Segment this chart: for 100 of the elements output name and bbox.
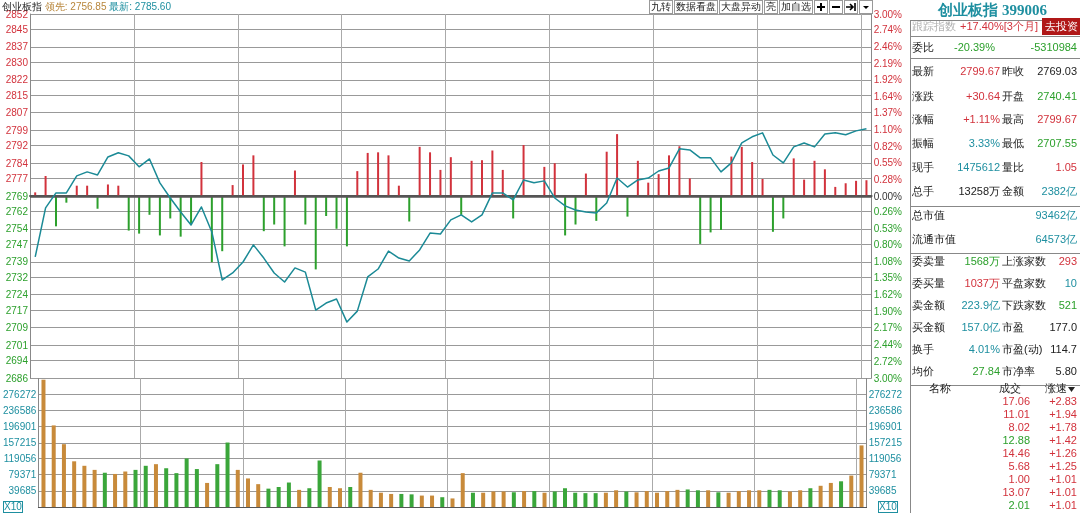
y2-tick-label: 0.80% (873, 239, 903, 251)
bar (164, 468, 169, 507)
line-series (34, 127, 868, 323)
bar (655, 492, 660, 507)
y2-tick-label: 0.53% (873, 222, 903, 234)
text: 创业板指 399006 (937, 2, 1048, 19)
bar (685, 489, 690, 507)
text: 3.33% (968, 137, 1000, 150)
text: 跟踪指数 (912, 20, 956, 33)
bar (245, 478, 250, 507)
text: 5.80 (1055, 365, 1077, 378)
text: 金额 (1002, 185, 1024, 198)
bar (297, 489, 302, 507)
bar (736, 491, 741, 507)
bar (242, 164, 245, 196)
text: 14.46 (1002, 447, 1030, 460)
bar (184, 458, 189, 507)
y2-tick-label: 1.08% (873, 256, 903, 268)
text: 委卖量 (912, 255, 945, 268)
text: 2799.67 (1037, 113, 1077, 126)
text: 2769.03 (1037, 65, 1077, 78)
bar (730, 156, 733, 196)
bar (859, 445, 864, 507)
text: 13.07 (1002, 486, 1030, 499)
text: 1.00 (1008, 473, 1030, 486)
bar (719, 196, 722, 230)
bar (678, 146, 681, 196)
y2-tick-label: 3.00% (873, 8, 903, 20)
text: 最新 (912, 65, 934, 78)
bar (266, 488, 271, 507)
bar (668, 155, 671, 196)
bar (706, 490, 711, 507)
text: +1.25 (1049, 460, 1077, 473)
text: 换手 (912, 343, 934, 356)
y-tick-label: 2701 (5, 339, 29, 351)
bar (179, 196, 182, 237)
y2-tick-label: 196901 (868, 421, 903, 433)
text: 市净率 (1002, 365, 1035, 378)
text: 成交 (999, 382, 1021, 395)
y-tick-label: 2822 (5, 74, 29, 86)
y2-tick-label: 2.46% (873, 41, 903, 53)
text: 1.05 (1055, 161, 1077, 174)
bar (522, 145, 525, 196)
bar (419, 495, 424, 507)
y-tick-label: 79371 (8, 469, 37, 481)
text: +1.94 (1049, 408, 1077, 421)
bar (634, 492, 639, 507)
bar (408, 196, 411, 222)
bar (839, 481, 844, 507)
bar (818, 485, 823, 507)
bar (409, 494, 414, 507)
bar (387, 155, 390, 196)
text: 114.7 (1050, 343, 1077, 356)
y-tick-label: 2777 (5, 172, 29, 184)
text: 8.02 (1008, 421, 1030, 434)
bar (726, 492, 731, 507)
bar (688, 178, 691, 196)
bar (522, 491, 527, 507)
y-tick-label: 2717 (5, 304, 29, 316)
bar (644, 491, 649, 507)
bar (757, 490, 762, 507)
bar (695, 490, 700, 507)
bar (366, 152, 369, 196)
text: +30.64 (966, 90, 1000, 103)
bar (624, 491, 629, 507)
bar (113, 473, 118, 507)
y2-tick-label: 0.00% (873, 190, 903, 202)
text: 93462亿 (1035, 209, 1077, 222)
y2-tick-label: 236586 (868, 404, 903, 416)
bar (657, 174, 660, 196)
y-tick-label: 236586 (2, 404, 37, 416)
bar (200, 162, 203, 196)
text: 平盘家数 (1002, 277, 1046, 290)
text: +1.78 (1049, 421, 1077, 434)
y-tick-label: 2815 (5, 89, 29, 101)
bar (430, 495, 435, 507)
bar (542, 492, 547, 507)
y-axis-title: X10 (3, 501, 23, 513)
y2-tick-label: 2.72% (873, 355, 903, 367)
y-tick-label: 2769 (5, 190, 29, 202)
bar (205, 482, 210, 507)
text: 总市值 (912, 209, 945, 222)
text: 223.9亿 (961, 299, 1000, 312)
y-tick-label: 2762 (5, 205, 29, 217)
text: -5310984 (1030, 41, 1077, 54)
y-tick-label: 2694 (5, 354, 29, 366)
text: 流通市值 (912, 233, 956, 246)
y2-tick-label: 2.17% (873, 322, 903, 334)
text: 加自选 (779, 0, 813, 14)
text: 量比 (1002, 161, 1024, 174)
text: 2.01 (1008, 499, 1030, 512)
y2-tick-label: 0.26% (873, 206, 903, 218)
bar (823, 169, 826, 196)
bar (44, 175, 47, 196)
text: -20.39% (954, 41, 995, 54)
y2-tick-label: 157215 (868, 437, 903, 449)
text: 昨收 (1002, 65, 1024, 78)
text: 17.06 (1002, 395, 1030, 408)
bar (844, 183, 847, 196)
y-tick-label: 2799 (5, 124, 29, 136)
